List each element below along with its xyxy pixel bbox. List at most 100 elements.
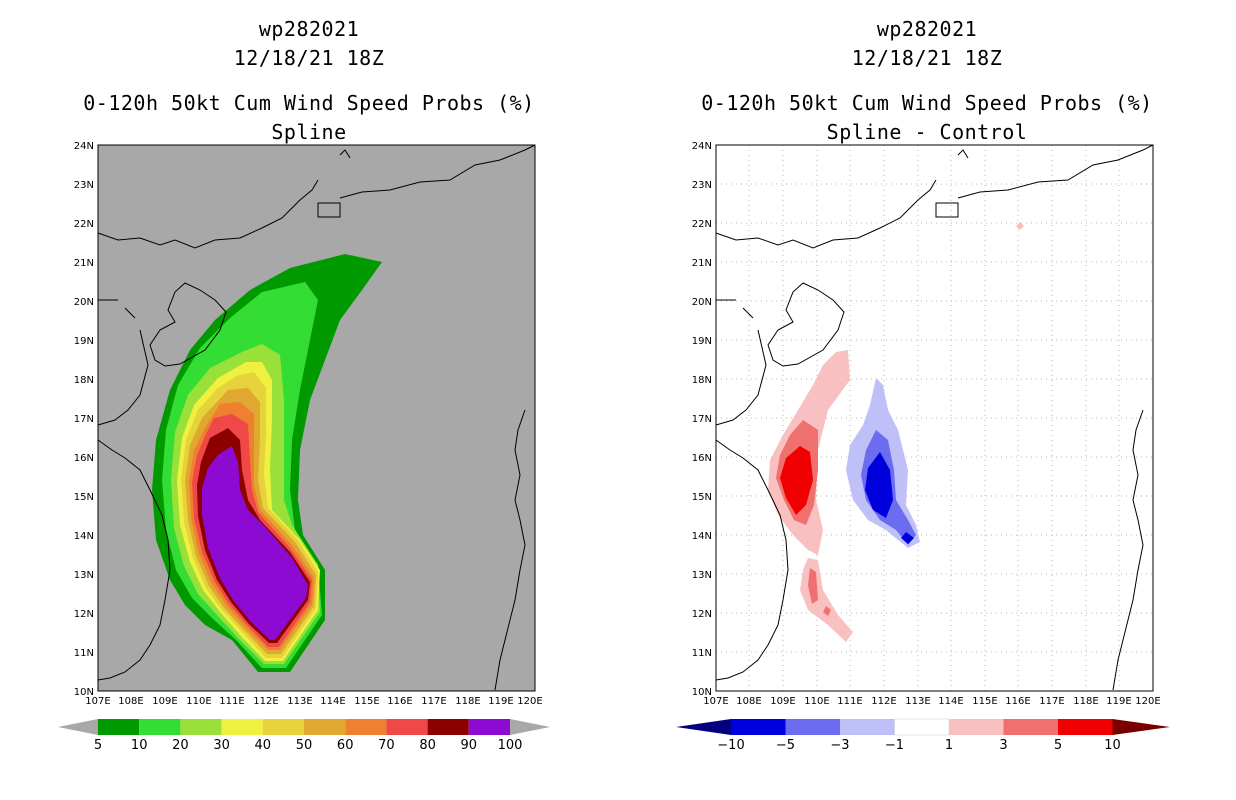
- lat-label: 24N: [74, 141, 94, 152]
- lon-label: 116E: [387, 696, 412, 707]
- contour-neg-5b: [901, 532, 914, 544]
- colorbar-end-left: [676, 719, 731, 735]
- lat-label: 15N: [692, 492, 712, 503]
- colorbar-label: −10: [717, 738, 744, 753]
- lat-label: 13N: [74, 570, 94, 581]
- storm-id: wp282021: [876, 17, 978, 41]
- lon-label: 118E: [1073, 696, 1098, 707]
- colorbar-label: 20: [172, 738, 189, 753]
- lat-label: 13N: [692, 570, 712, 581]
- contour-neg-5: [865, 452, 893, 518]
- subtitle: Spline: [271, 120, 347, 144]
- lon-label: 108E: [736, 696, 761, 707]
- colorbar-swatch: [386, 719, 428, 735]
- colorbar-label: 5: [1054, 738, 1062, 753]
- lon-label: 115E: [354, 696, 379, 707]
- lon-label: 120E: [517, 696, 542, 707]
- lon-label: 107E: [703, 696, 728, 707]
- colorbar-swatch: [180, 719, 222, 735]
- colorbar-label: −5: [776, 738, 795, 753]
- lat-label: 10N: [74, 687, 94, 698]
- left-panel: wp282021 12/18/21 18Z 0-120h 50kt Cum Wi…: [58, 17, 550, 753]
- colorbar-swatch: [221, 719, 263, 735]
- map-frame: [97, 144, 536, 692]
- lon-label: 110E: [804, 696, 829, 707]
- storm-id: wp282021: [258, 17, 360, 41]
- colorbar-end-left: [58, 719, 98, 735]
- colorbar-label: 90: [461, 738, 478, 753]
- lon-label: 115E: [972, 696, 997, 707]
- lon-label: 107E: [85, 696, 110, 707]
- product-title: 0-120h 50kt Cum Wind Speed Probs (%): [83, 91, 535, 115]
- colorbar-end-right: [1112, 719, 1170, 735]
- lat-label: 20N: [74, 297, 94, 308]
- lat-label: 22N: [692, 219, 712, 230]
- lon-label: 113E: [287, 696, 312, 707]
- lat-label: 21N: [692, 258, 712, 269]
- colorbar-swatch: [785, 719, 840, 735]
- lat-label: 12N: [692, 609, 712, 620]
- lon-label: 116E: [1005, 696, 1030, 707]
- lon-label: 111E: [837, 696, 862, 707]
- lon-label: 119E: [1106, 696, 1131, 707]
- contour-90-100: [202, 446, 308, 640]
- colorbar-end-right: [510, 719, 550, 735]
- colorbar-label: 80: [419, 738, 436, 753]
- colorbar-swatch: [139, 719, 181, 735]
- lat-label: 17N: [74, 414, 94, 425]
- datetime: 12/18/21 18Z: [851, 46, 1003, 70]
- lat-label: 23N: [74, 180, 94, 191]
- colorbar-swatch: [304, 719, 346, 735]
- colorbar-swatch: [1003, 719, 1058, 735]
- lat-labels: 24N 23N 22N 21N 20N 19N 18N 17N 16N 15N …: [692, 141, 712, 698]
- lat-labels: 24N 23N 22N 21N 20N 19N 18N 17N 16N 15N …: [74, 141, 94, 698]
- colorbar-swatch: [262, 719, 304, 735]
- lat-label: 14N: [692, 531, 712, 542]
- probability-map: 24N 23N 22N 21N 20N 19N 18N 17N 16N 15N …: [58, 141, 550, 753]
- lon-label: 108E: [118, 696, 143, 707]
- colorbar-label: 30: [213, 738, 230, 753]
- difference-map: 24N 23N 22N 21N 20N 19N 18N 17N 16N 15N …: [676, 141, 1170, 753]
- lat-label: 19N: [74, 336, 94, 347]
- lat-label: 15N: [74, 492, 94, 503]
- datetime: 12/18/21 18Z: [233, 46, 385, 70]
- lon-label: 119E: [488, 696, 513, 707]
- colorbar-label: −1: [885, 738, 904, 753]
- coastline: [97, 144, 536, 691]
- lat-label: 16N: [74, 453, 94, 464]
- lat-label: 21N: [74, 258, 94, 269]
- lon-label: 112E: [871, 696, 896, 707]
- map-frame: [715, 144, 1154, 692]
- lat-label: 23N: [692, 180, 712, 191]
- lon-label: 109E: [770, 696, 795, 707]
- lon-labels: 107E 108E 109E 110E 111E 112E 113E 114E …: [85, 696, 542, 707]
- colorbar-label: 70: [378, 738, 395, 753]
- colorbar-label: 60: [337, 738, 354, 753]
- map-background: [716, 145, 1153, 691]
- colorbar: 5 10 20 30 40 50 60 70 80 90 100: [58, 719, 550, 753]
- colorbar-label: 1: [945, 738, 953, 753]
- lon-label: 112E: [253, 696, 278, 707]
- lat-label: 19N: [692, 336, 712, 347]
- colorbar-label: 100: [498, 738, 523, 753]
- right-panel: wp282021 12/18/21 18Z 0-120h 50kt Cum Wi…: [618, 0, 1236, 800]
- colorbar-label: 40: [255, 738, 272, 753]
- product-title: 0-120h 50kt Cum Wind Speed Probs (%): [701, 91, 1153, 115]
- colorbar-swatch: [840, 719, 895, 735]
- lat-label: 24N: [692, 141, 712, 152]
- lon-labels: 107E 108E 109E 110E 111E 112E 113E 114E …: [703, 696, 1160, 707]
- lat-label: 11N: [74, 648, 94, 659]
- colorbar-label: 10: [1104, 738, 1121, 753]
- contour-pos-spot: [1016, 222, 1024, 230]
- colorbar-swatch: [345, 719, 387, 735]
- difference-contours: [768, 222, 1024, 642]
- coastline: [715, 144, 1154, 691]
- lat-label: 12N: [74, 609, 94, 620]
- colorbar-swatch: [1058, 719, 1113, 735]
- lat-label: 14N: [74, 531, 94, 542]
- lon-label: 118E: [455, 696, 480, 707]
- lon-label: 114E: [938, 696, 963, 707]
- lat-label: 17N: [692, 414, 712, 425]
- colorbar: −10 −5 −3 −1 1 3 5 10: [676, 718, 1170, 753]
- colorbar-label: −3: [830, 738, 849, 753]
